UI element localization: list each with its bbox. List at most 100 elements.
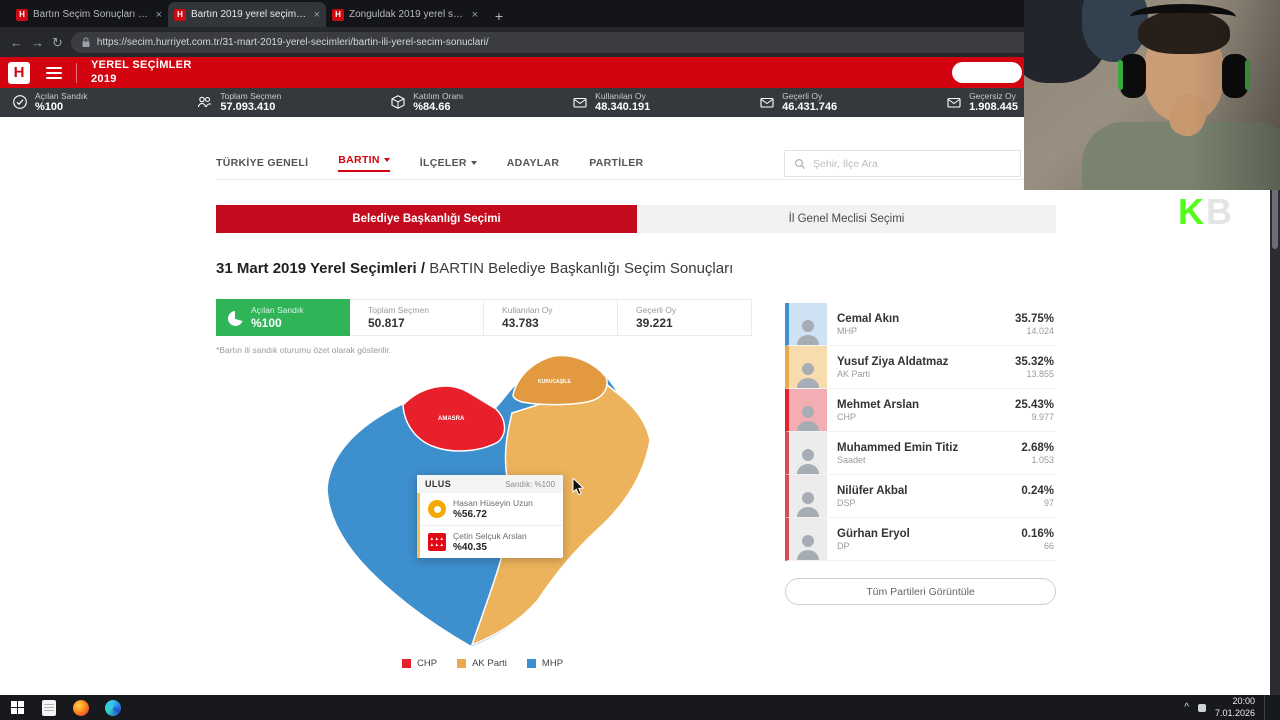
taskbar-app-edge[interactable] <box>100 697 126 718</box>
tray-app-icon[interactable] <box>1197 703 1206 712</box>
card-gecerli-oy: Geçerli Oy 39.221 <box>618 299 752 336</box>
candidate-party: Saadet <box>837 454 866 465</box>
header-button-partial[interactable] <box>952 62 1022 83</box>
show-all-parties-button[interactable]: Tüm Partileri Görüntüle <box>785 578 1056 605</box>
stat-label: Geçersiz Oy <box>969 90 1016 101</box>
webcam-shadow <box>1190 0 1280 190</box>
tooltip-candidate-pct: %56.72 <box>453 509 487 520</box>
district-kurucasile-akparti[interactable] <box>512 354 608 406</box>
address-field[interactable]: https://secim.hurriyet.com.tr/31-mart-20… <box>70 31 1046 53</box>
browser-tab-1[interactable]: H Bartın Seçim Sonuçları - Bartın 31 × <box>10 2 168 27</box>
taskbar-app-notepad[interactable] <box>36 697 62 718</box>
stat-gecerli-oy: Geçerli Oy 46.431.746 <box>759 91 837 114</box>
tab-close-icon[interactable]: × <box>471 8 478 21</box>
candidate-row[interactable]: Yusuf Ziya Aldatmaz AK Parti 35.32% 13.855 <box>785 346 1056 389</box>
card-label: Geçerli Oy <box>636 305 677 315</box>
candidate-pct: 25.43% <box>1014 398 1054 411</box>
stat-value: %84.66 <box>413 101 451 114</box>
tray-caret-icon[interactable]: ^ <box>1184 702 1189 713</box>
webcam-overlay <box>1024 0 1280 190</box>
candidate-pct: 35.75% <box>1014 312 1054 325</box>
site-title-year: 2019 <box>91 72 117 85</box>
forward-icon[interactable]: → <box>31 34 44 50</box>
stat-acilan-sandik: Açılan Sandık %100 <box>12 91 87 114</box>
tab-il-genel-meclisi[interactable]: İl Genel Meclisi Seçimi <box>637 205 1056 233</box>
chevron-down-icon <box>470 161 477 165</box>
stat-value: 46.431.746 <box>782 101 838 114</box>
hamburger-menu-icon[interactable] <box>46 66 62 79</box>
tooltip-body: Hasan Hüseyin Uzun %56.72 ▲▲▲ ▲▲▲ Çetin … <box>417 493 563 558</box>
hurriyet-favicon-icon: H <box>174 8 186 21</box>
legend-label: MHP <box>541 658 564 669</box>
taskbar-clock[interactable]: 20:00 7.01.2026 <box>1215 696 1255 719</box>
back-icon[interactable]: ← <box>10 34 23 50</box>
candidate-votes: 13.855 <box>1026 368 1054 379</box>
reload-icon[interactable]: ↻ <box>52 34 63 50</box>
hurriyet-logo[interactable]: H <box>8 61 30 84</box>
mouse-cursor <box>572 476 586 501</box>
page-title-rest: BARTIN Belediye Başkanlığı Seçim Sonuçla… <box>425 260 734 277</box>
candidate-party: DSP <box>837 497 856 508</box>
browser-tab-2-active[interactable]: H Bartın 2019 yerel seçim sonuçları × <box>168 2 326 27</box>
browser-tab-3[interactable]: H Zonguldak 2019 yerel seçim sonuç × <box>326 2 484 27</box>
candidate-row[interactable]: Nilüfer Akbal DSP 0.24% 97 <box>785 475 1056 518</box>
lock-icon <box>82 36 90 47</box>
avatar <box>789 346 827 388</box>
summary-cards: Açılan Sandık %100 Toplam Seçmen 50.817 … <box>216 299 752 336</box>
card-acilan-sandik: Açılan Sandık %100 <box>216 299 350 336</box>
tab-close-icon[interactable]: × <box>313 8 320 21</box>
nav-partiler[interactable]: PARTİLER <box>589 157 644 169</box>
system-tray: ^ 20:00 7.01.2026 <box>1184 695 1276 720</box>
stat-value: 1.908.445 <box>969 101 1018 114</box>
chp-arrows: ▲▲▲ <box>429 542 445 547</box>
tab-title: Zonguldak 2019 yerel seçim sonuç <box>349 9 467 20</box>
candidate-row[interactable]: Cemal Akın MHP 35.75% 14.024 <box>785 303 1056 346</box>
taskbar-app-firefox[interactable] <box>68 697 94 718</box>
candidate-votes: 9.977 <box>1031 411 1054 422</box>
district-amasra-chp[interactable] <box>402 385 506 452</box>
candidate-name: Cemal Akın <box>837 312 900 325</box>
nav-label: İLÇELER <box>419 157 467 169</box>
tooltip-status: Sandık: %100 <box>505 479 555 489</box>
candidate-row[interactable]: Muhammed Emin Titiz Saadet 2.68% 1.053 <box>785 432 1056 475</box>
card-value: 43.783 <box>502 316 539 330</box>
tooltip-candidate-name: Hasan Hüseyin Uzun <box>453 498 533 508</box>
nav-adaylar[interactable]: ADAYLAR <box>506 157 560 169</box>
tooltip-row-akparti: Hasan Hüseyin Uzun %56.72 <box>420 493 563 525</box>
search-input[interactable] <box>813 157 1011 170</box>
pie-chart-icon <box>228 310 244 326</box>
firefox-icon <box>73 699 89 716</box>
candidate-votes: 97 <box>1043 497 1054 508</box>
stat-toplam-secmen: Toplam Seçmen 57.093.410 <box>196 91 281 114</box>
ballot-envelope-icon <box>573 98 587 109</box>
new-tab-button[interactable]: + <box>494 8 504 24</box>
map-legend: CHP AK Parti MHP <box>402 658 563 669</box>
tab-close-icon[interactable]: × <box>155 8 162 21</box>
tab-belediye-baskanligi[interactable]: Belediye Başkanlığı Seçimi <box>216 205 637 233</box>
legend-item-mhp: MHP <box>526 658 564 669</box>
candidate-pct: 0.24% <box>1021 484 1054 497</box>
candidate-row[interactable]: Mehmet Arslan CHP 25.43% 9.977 <box>785 389 1056 432</box>
show-desktop-button[interactable] <box>1264 695 1268 720</box>
city-search-box[interactable] <box>784 150 1021 177</box>
candidate-row[interactable]: Gürhan Eryol DP 0.16% 66 <box>785 518 1056 561</box>
avatar <box>789 432 827 474</box>
headphones-band <box>1130 4 1236 30</box>
legend-swatch <box>402 659 411 668</box>
tooltip-header: ULUS Sandık: %100 <box>417 475 563 493</box>
stat-katilim-orani: Katılım Oranı %84.66 <box>390 91 463 114</box>
nav-turkiye-geneli[interactable]: TÜRKİYE GENELİ <box>216 157 309 169</box>
candidate-party: DP <box>837 540 850 551</box>
start-button[interactable] <box>4 697 30 718</box>
ballot-envelope-icon <box>760 98 774 109</box>
card-toplam-secmen: Toplam Seçmen 50.817 <box>350 299 484 336</box>
candidate-pct: 35.32% <box>1014 355 1054 368</box>
avatar <box>789 389 827 431</box>
stat-label: Katılım Oranı <box>413 90 464 101</box>
clock-date: 7.01.2026 <box>1214 707 1255 718</box>
stat-label: Geçerli Oy <box>782 90 823 101</box>
stat-gecersiz-oy: Geçersiz Oy 1.908.445 <box>946 91 1018 114</box>
card-label: Toplam Seçmen <box>368 305 429 315</box>
nav-ilceler[interactable]: İLÇELER <box>420 157 477 169</box>
nav-bartin[interactable]: BARTIN <box>338 154 390 172</box>
